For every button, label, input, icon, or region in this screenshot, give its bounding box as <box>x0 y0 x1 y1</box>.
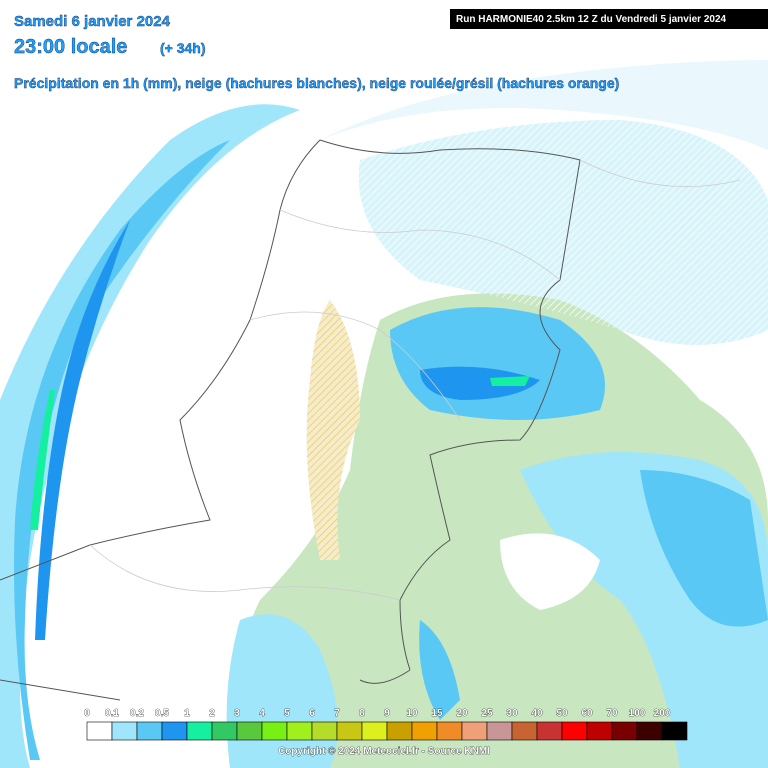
legend-swatch <box>461 721 488 741</box>
legend-swatch <box>436 721 463 741</box>
legend-label: 70 <box>606 708 618 719</box>
legend-label: 2 <box>209 708 215 719</box>
legend-label: 1 <box>184 708 190 719</box>
legend-label: 40 <box>531 708 543 719</box>
legend-label: 15 <box>431 708 443 719</box>
legend-swatch <box>136 721 163 741</box>
legend-label: 50 <box>556 708 568 719</box>
legend-label: 8 <box>359 708 365 719</box>
copyright: Copyright © 2024 Meteociel.fr - Source K… <box>278 746 490 757</box>
legend-label: 10 <box>406 708 418 719</box>
legend-swatch <box>161 721 188 741</box>
legend: 0 0.1 0.2 0.5 1 2 3 4 5 6 7 8 9 10 15 20 25 30 40 50 60 70 100… <box>84 708 688 741</box>
legend-label: 0.5 <box>155 708 169 719</box>
legend-label: 100 <box>629 708 646 719</box>
legend-swatch <box>361 721 388 741</box>
borders <box>0 139 581 701</box>
legend-label: 5 <box>284 708 290 719</box>
legend-swatch <box>386 721 413 741</box>
legend-label: 0.1 <box>105 708 119 719</box>
legend-swatch <box>286 721 313 741</box>
legend-swatch <box>111 721 138 741</box>
legend-swatch <box>211 721 238 741</box>
region-borders <box>89 159 741 601</box>
legend-swatch <box>536 721 563 741</box>
legend-swatch <box>611 721 638 741</box>
legend-swatch <box>336 721 363 741</box>
legend-swatch <box>261 721 288 741</box>
date: Samedi 6 janvier 2024 <box>14 13 171 30</box>
legend-swatch <box>186 721 213 741</box>
legend-swatch <box>561 721 588 741</box>
legend-swatch <box>86 721 113 741</box>
legend-label: 30 <box>506 708 518 719</box>
legend-swatch <box>486 721 513 741</box>
legend-swatch <box>636 721 663 741</box>
legend-swatch <box>311 721 338 741</box>
run-banner <box>450 9 768 29</box>
legend-swatch <box>586 721 613 741</box>
lead-time: (+ 34h) <box>160 40 206 56</box>
legend-label: 4 <box>259 708 265 719</box>
legend-label: 6 <box>309 708 315 719</box>
legend-label: 60 <box>581 708 593 719</box>
legend-label: 3 <box>234 708 240 719</box>
legend-label: 0.2 <box>130 708 144 719</box>
legend-label: 9 <box>384 708 390 719</box>
legend-label: 200 <box>654 708 671 719</box>
run-info: Run HARMONIE40 2.5km 12 Z du Vendredi 5 … <box>456 14 727 25</box>
legend-swatch <box>511 721 538 741</box>
legend-label: 20 <box>456 708 468 719</box>
legend-label: 25 <box>481 708 493 719</box>
precipitation <box>0 60 768 768</box>
legend-swatch <box>661 721 688 741</box>
subtitle: Précipitation en 1h (mm), neige (hachure… <box>14 75 619 91</box>
legend-label: 0 <box>84 708 90 719</box>
legend-label: 7 <box>334 708 340 719</box>
legend-swatch <box>236 721 263 741</box>
time: 23:00 locale <box>14 36 127 58</box>
legend-swatch <box>411 721 438 741</box>
